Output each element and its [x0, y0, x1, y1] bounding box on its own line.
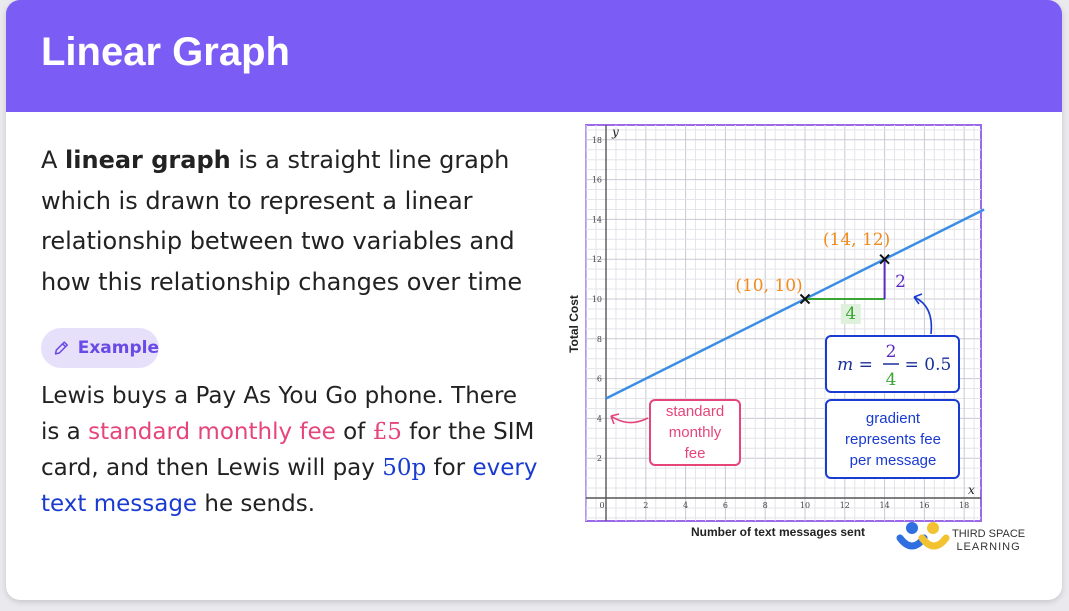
definition-part: is a straight line graph which is drawn …	[41, 146, 523, 296]
example-part: he sends.	[197, 491, 316, 517]
brand-line-1: THIRD SPACE	[952, 528, 1026, 540]
definition-part: A	[41, 146, 66, 174]
header-bar: Linear Graph	[6, 0, 1062, 112]
page-title: Linear Graph	[41, 30, 290, 74]
brand-line-2: LEARNING	[956, 541, 1021, 553]
highlight-monthly-fee: standard monthly fee	[88, 419, 336, 445]
example-badge-label: Example	[77, 338, 159, 358]
example-part: for	[426, 455, 473, 481]
definition-text: A linear graph is a straight line graph …	[41, 140, 541, 302]
rate-value: 50p	[382, 455, 427, 481]
brand-text: THIRD SPACE LEARNING	[952, 528, 1025, 554]
third-space-learning-logo-icon	[896, 522, 950, 550]
pencil-icon	[54, 341, 68, 355]
fee-value: £5	[372, 419, 402, 445]
example-part: of	[335, 419, 373, 445]
example-part: for the SIM card, and then Lewis will pa…	[41, 419, 535, 481]
example-part: Lewis buys a Pay As You Go phone. There …	[41, 383, 518, 445]
lesson-card: Linear Graph A linear graph is a straigh…	[6, 0, 1062, 600]
example-badge: Example	[41, 328, 159, 368]
definition-term: linear graph	[65, 146, 231, 174]
example-text: Lewis buys a Pay As You Go phone. There …	[41, 378, 541, 522]
highlight-every-text: every text message	[41, 455, 538, 517]
